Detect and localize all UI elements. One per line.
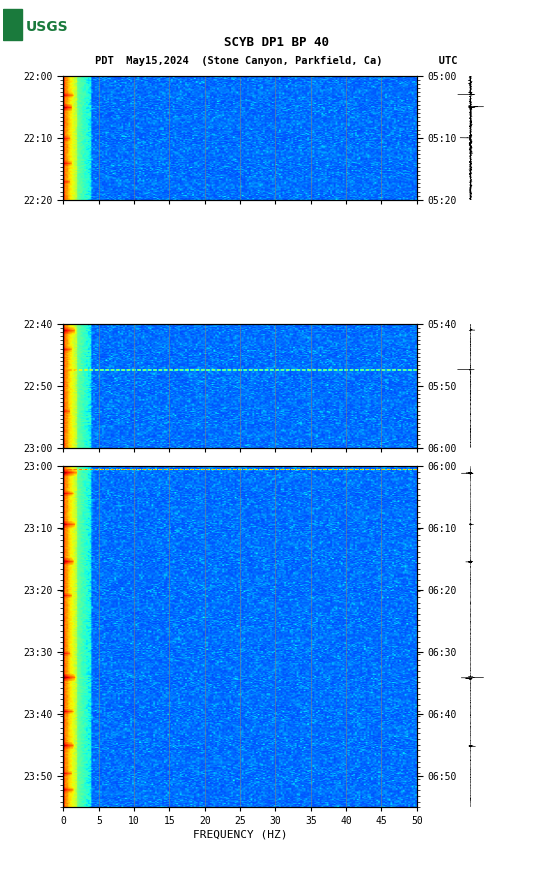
Text: USGS: USGS bbox=[26, 20, 68, 34]
FancyBboxPatch shape bbox=[3, 9, 22, 40]
Text: PDT  May15,2024  (Stone Canyon, Parkfield, Ca)         UTC: PDT May15,2024 (Stone Canyon, Parkfield,… bbox=[95, 55, 457, 66]
X-axis label: FREQUENCY (HZ): FREQUENCY (HZ) bbox=[193, 829, 288, 839]
Text: SCYB DP1 BP 40: SCYB DP1 BP 40 bbox=[224, 37, 328, 49]
